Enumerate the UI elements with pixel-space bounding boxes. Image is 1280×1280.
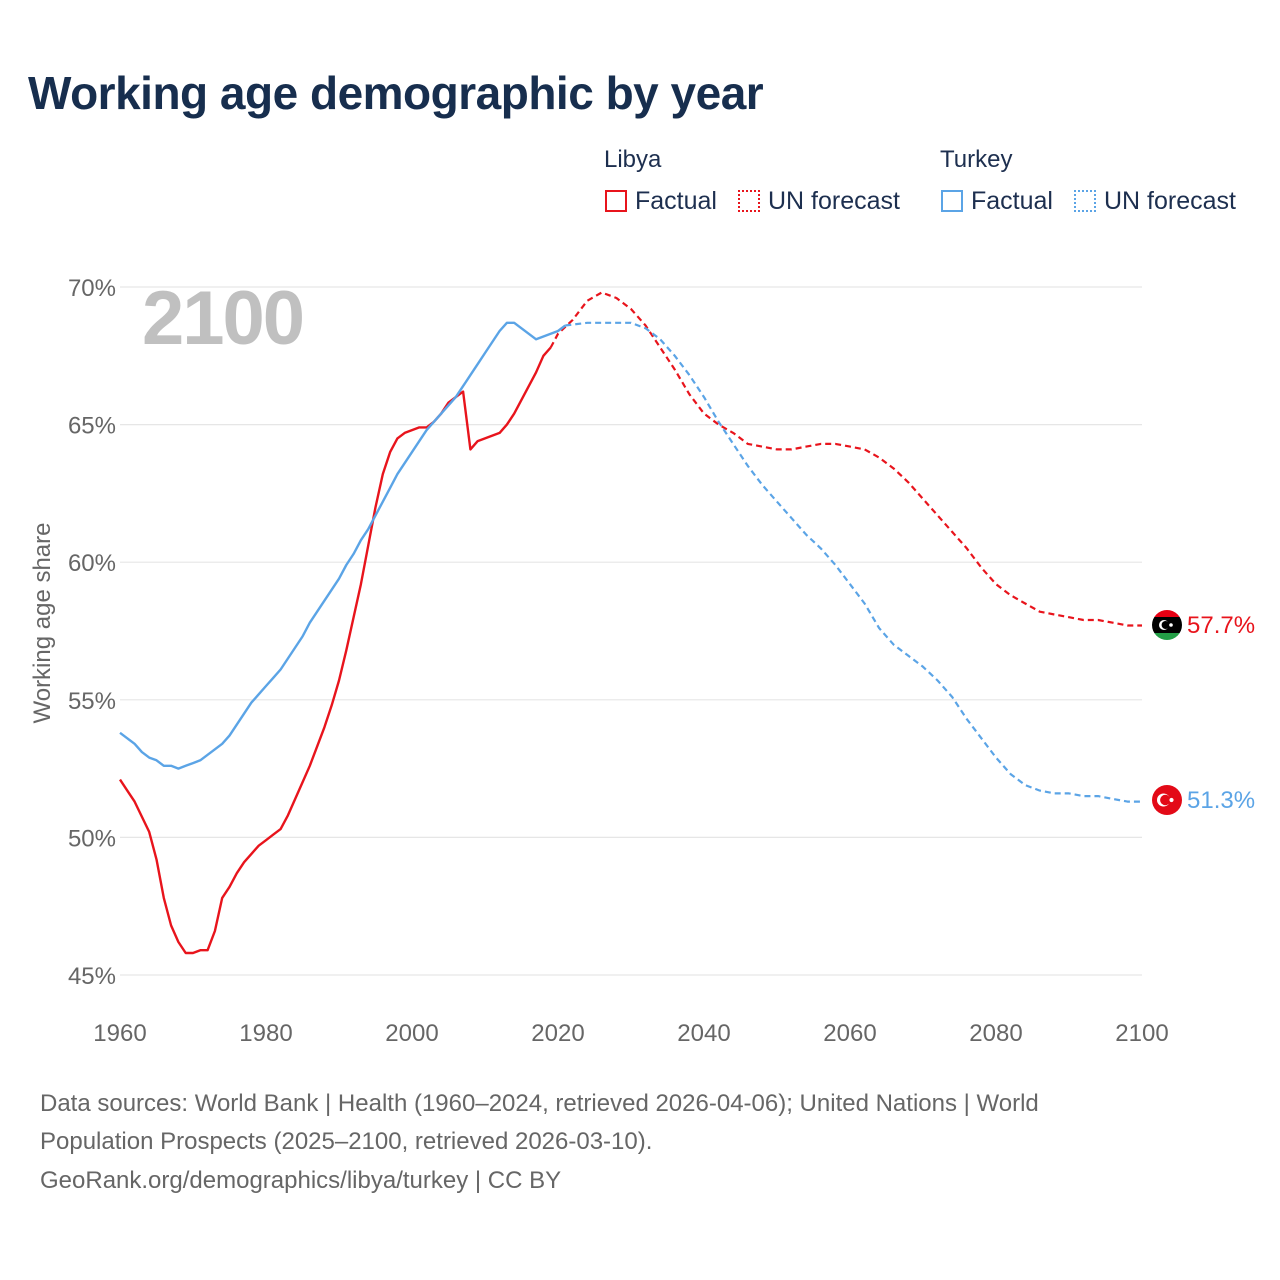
libya-forecast-line xyxy=(549,291,1142,627)
y-tick-label: 65% xyxy=(68,413,116,440)
line-chart: 45% 50% 55% 60% 65% 70% 1960 1980 2000 2020 2040 20… xyxy=(29,275,1255,1047)
legend-swatch-libya-factual xyxy=(605,190,627,212)
y-tick-label: 60% xyxy=(68,550,116,577)
y-tick-label: 50% xyxy=(68,825,116,852)
footer-source-line-1: Data sources: World Bank | Health (1960–… xyxy=(40,1090,1039,1117)
turkey-end-label: 51.3% xyxy=(1187,787,1255,814)
x-tick-label: 1960 xyxy=(93,1020,146,1047)
series xyxy=(119,291,1142,955)
x-tick-label: 2000 xyxy=(385,1020,438,1047)
footer-credit[interactable]: GeoRank.org/demographics/libya/turkey | … xyxy=(40,1167,562,1194)
turkey-forecast-line xyxy=(565,321,1142,803)
legend-item-turkey-factual[interactable]: Factual xyxy=(941,186,1053,216)
legend-label-turkey-factual: Factual xyxy=(971,186,1053,215)
y-tick-label: 45% xyxy=(68,963,116,990)
legend-swatch-turkey-factual xyxy=(941,190,963,212)
legend-swatch-turkey-forecast xyxy=(1074,190,1096,212)
legend-label-libya-factual: Factual xyxy=(635,186,717,215)
x-tick-label: 2020 xyxy=(531,1020,584,1047)
turkey-flag-icon xyxy=(1152,785,1182,815)
legend-item-turkey-forecast[interactable]: UN forecast xyxy=(1074,186,1236,216)
x-tick-label: 2060 xyxy=(823,1020,876,1047)
year-watermark: 2100 xyxy=(142,276,303,361)
turkey-factual-line xyxy=(119,321,567,770)
legend-label-libya-forecast: UN forecast xyxy=(768,186,900,215)
x-tick-label: 1980 xyxy=(239,1020,292,1047)
y-tick-label: 70% xyxy=(68,275,116,302)
x-tick-label: 2040 xyxy=(677,1020,730,1047)
grid xyxy=(120,286,1142,976)
axes: 45% 50% 55% 60% 65% 70% 1960 1980 2000 2020 2040 20… xyxy=(68,275,1169,1047)
x-tick-label: 2080 xyxy=(969,1020,1022,1047)
legend-item-libya-forecast[interactable]: UN forecast xyxy=(738,186,900,216)
legend-item-libya-factual[interactable]: Factual xyxy=(605,186,717,216)
legend-title-libya: Libya xyxy=(604,146,662,173)
libya-flag-icon xyxy=(1152,610,1182,640)
legend-title-turkey: Turkey xyxy=(940,146,1013,173)
page-title: Working age demographic by year xyxy=(28,67,764,119)
x-tick-label: 2100 xyxy=(1115,1020,1168,1047)
y-axis-title: Working age share xyxy=(29,523,56,724)
y-tick-label: 55% xyxy=(68,688,116,715)
legend-label-turkey-forecast: UN forecast xyxy=(1104,186,1236,215)
legend-swatch-libya-forecast xyxy=(738,190,760,212)
libya-factual-line xyxy=(119,346,552,955)
footer-source-line-2: Population Prospects (2025–2100, retriev… xyxy=(40,1128,653,1155)
libya-end-label: 57.7% xyxy=(1187,612,1255,639)
